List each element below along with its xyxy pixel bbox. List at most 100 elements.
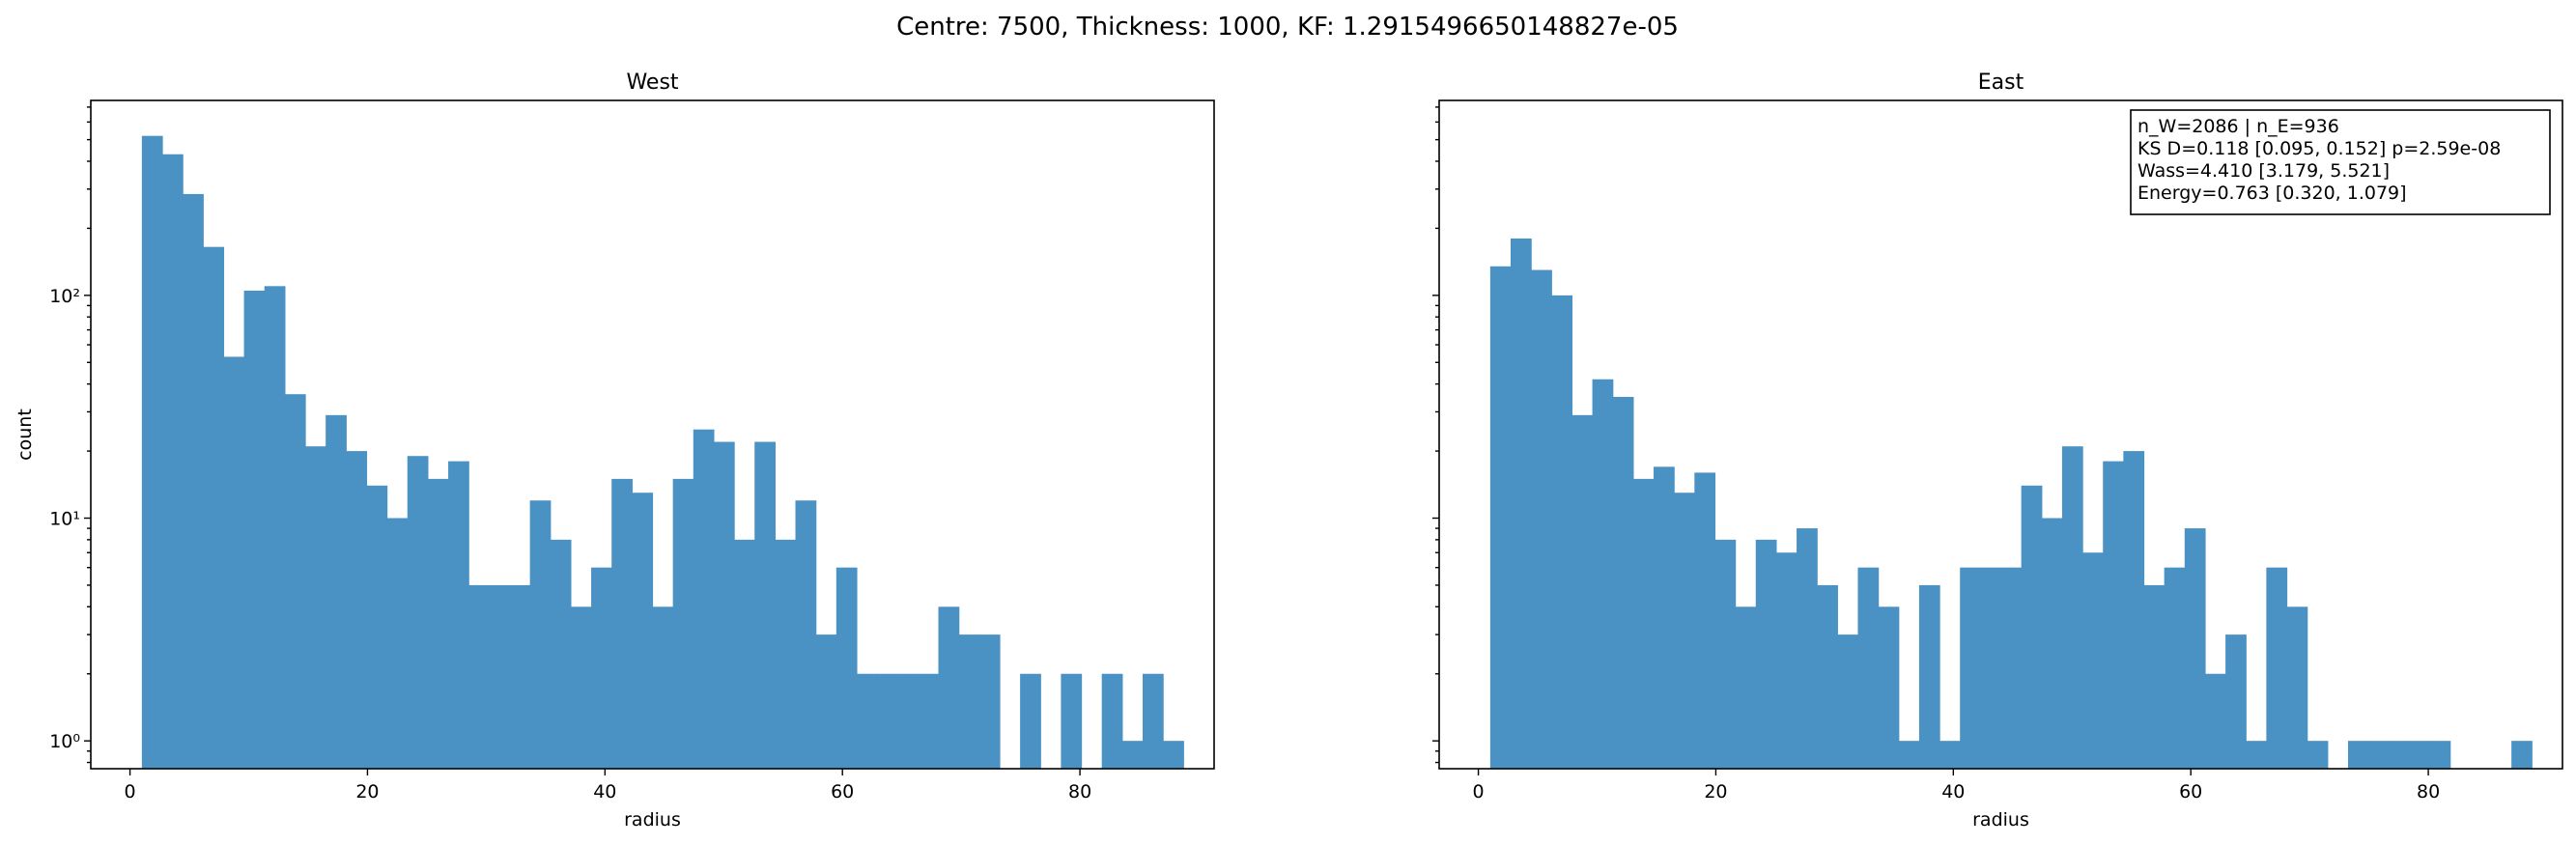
west-bar [305, 446, 326, 769]
east-bar [1694, 472, 1716, 769]
west-bar [570, 606, 592, 769]
west-panel-title: West [626, 70, 678, 95]
east-bar [1817, 584, 1838, 769]
east-bar [1775, 552, 1798, 769]
east-bar [2307, 741, 2329, 769]
west-bar [529, 500, 552, 769]
east-bar [2184, 528, 2206, 769]
east-bar [1980, 567, 2002, 769]
east-bar [2246, 741, 2267, 769]
east-bar [1939, 741, 1961, 769]
west-bar [346, 451, 368, 769]
west-x-axis-label: radius [624, 809, 681, 831]
east-bar [1489, 266, 1512, 769]
east-bar [1857, 567, 1880, 769]
east-bar [2286, 606, 2308, 769]
west-bar [489, 584, 511, 769]
west-bar [183, 193, 204, 769]
west-x-tick-label: 0 [125, 781, 136, 803]
west-bar [448, 461, 469, 769]
east-bar [2021, 485, 2043, 769]
east-bar [1878, 606, 1900, 769]
east-bar [1612, 397, 1634, 769]
west-bar [795, 500, 817, 769]
east-bar [1797, 528, 1818, 769]
stats-line: n_W=2086 | n_E=936 [2137, 116, 2339, 137]
west-bar [856, 673, 878, 769]
east-bar [2143, 584, 2166, 769]
west-bar [672, 478, 694, 769]
west-bar [509, 584, 531, 769]
west-y-tick-label: 10² [49, 286, 80, 307]
west-bar [897, 673, 919, 769]
east-bar [2266, 567, 2288, 769]
west-bar [162, 154, 184, 770]
west-bar [918, 673, 940, 769]
west-bar [1020, 673, 1041, 769]
west-bar [284, 394, 306, 769]
west-bar [754, 441, 776, 769]
west-y-axis-label: count [14, 408, 36, 461]
east-bar [1837, 634, 1859, 769]
west-bar [693, 429, 715, 769]
stats-box-frame [2130, 109, 2551, 215]
stats-line: Energy=0.763 [0.320, 1.079] [2137, 183, 2407, 204]
west-bar [264, 286, 286, 769]
west-bar [407, 456, 429, 769]
figure-suptitle: Centre: 7500, Thickness: 1000, KF: 1.291… [896, 13, 1679, 42]
west-bar [713, 441, 735, 769]
west-x-tick-label: 40 [593, 781, 616, 803]
panel-west: 0 20 40 60 80 10⁰ 10¹ 10² West radius count [14, 70, 1215, 831]
east-bar [2041, 518, 2063, 769]
east-bar [2511, 741, 2533, 769]
west-bar [1142, 673, 1164, 769]
east-x-tick-label: 0 [1473, 781, 1485, 803]
east-bar [2164, 567, 2186, 769]
west-y-tick-label: 10⁰ [49, 731, 80, 752]
east-bar [1755, 539, 1777, 769]
east-bar [1735, 606, 1757, 769]
east-bar [1531, 269, 1552, 769]
stats-line: KS D=0.118 [0.095, 0.152] p=2.59e-08 [2137, 138, 2501, 159]
east-bar [1714, 539, 1737, 769]
east-x-tick-label: 60 [2179, 781, 2202, 803]
west-bar [468, 584, 490, 769]
west-bar [611, 478, 633, 769]
east-bar [2368, 741, 2390, 769]
east-bar [2389, 741, 2411, 769]
east-x-tick-label: 40 [1941, 781, 1965, 803]
west-bar [1121, 741, 1144, 769]
east-x-tick-label: 20 [1704, 781, 1727, 803]
west-bar [427, 478, 449, 769]
stats-line: Wass=4.410 [3.179, 5.521] [2137, 160, 2390, 182]
east-bar [2429, 741, 2451, 769]
east-bar [1654, 466, 1675, 769]
west-bar [815, 634, 837, 769]
west-bar [938, 606, 960, 769]
west-bar [835, 567, 858, 769]
west-x-tick-label: 60 [831, 781, 854, 803]
east-bar [1511, 238, 1532, 769]
west-x-tick-label: 20 [355, 781, 379, 803]
panel-east: 0 20 40 60 80 East radius [1432, 70, 2563, 831]
east-bar [2347, 741, 2369, 769]
west-bar [203, 246, 225, 769]
east-bar [2409, 741, 2431, 769]
west-bar [1061, 673, 1083, 769]
west-bar [326, 414, 347, 769]
west-bar [141, 135, 163, 769]
east-bar [1674, 493, 1695, 769]
east-bar [1571, 414, 1594, 769]
west-bar [386, 518, 409, 769]
west-bar [978, 634, 1001, 769]
west-axes-frame [90, 99, 1215, 770]
east-bar [2082, 552, 2104, 769]
west-bar [366, 485, 388, 769]
west-bar [1163, 741, 1184, 769]
west-bar [958, 634, 980, 769]
east-bar [2000, 567, 2023, 769]
west-x-tick-label: 80 [1068, 781, 1091, 803]
east-bar [1632, 478, 1655, 769]
east-bar [2061, 446, 2083, 769]
